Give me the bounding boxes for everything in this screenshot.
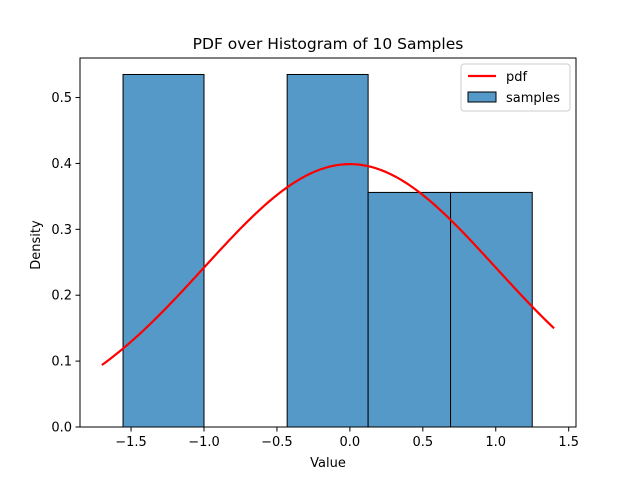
histogram-bar bbox=[450, 191, 533, 428]
legend-samples-swatch bbox=[467, 91, 497, 103]
x-tick-label: −0.5 bbox=[261, 435, 293, 450]
histogram-bar bbox=[286, 73, 369, 428]
y-tick-label: 0.3 bbox=[51, 223, 72, 238]
y-axis-ticks: 0.0 0.1 0.2 0.3 0.4 0.5 bbox=[51, 91, 80, 436]
histogram-bar bbox=[122, 73, 205, 428]
y-tick-label: 0.1 bbox=[51, 355, 72, 370]
x-tick-label: 1.5 bbox=[558, 435, 579, 450]
legend-samples-label: samples bbox=[506, 91, 560, 106]
x-tick-label: −1.0 bbox=[188, 435, 220, 450]
x-tick-label: −1.5 bbox=[115, 435, 147, 450]
x-axis-label: Value bbox=[310, 456, 346, 471]
y-axis-label: Density bbox=[29, 220, 44, 270]
x-tick-label: 0.5 bbox=[412, 435, 433, 450]
y-tick-label: 0.5 bbox=[51, 91, 72, 106]
y-tick-label: 0.0 bbox=[51, 421, 72, 436]
x-tick-label: 0.0 bbox=[340, 435, 361, 450]
y-tick-label: 0.4 bbox=[51, 157, 72, 172]
plot-area: −1.5 −1.0 −0.5 0.0 0.5 1.0 1.5 0.0 0.1 0.2 0.3 0.4… bbox=[51, 57, 579, 450]
legend-pdf-label: pdf bbox=[506, 70, 528, 85]
x-tick-label: 1.0 bbox=[485, 435, 506, 450]
x-axis-ticks: −1.5 −1.0 −0.5 0.0 0.5 1.0 1.5 bbox=[115, 427, 579, 450]
axes-frame bbox=[79, 57, 577, 428]
legend: pdf samples bbox=[460, 63, 571, 112]
chart-title: PDF over Histogram of 10 Samples bbox=[193, 35, 464, 53]
histogram-bars bbox=[122, 73, 533, 428]
pdf-line bbox=[101, 163, 555, 366]
y-tick-label: 0.2 bbox=[51, 289, 72, 304]
histogram-bar bbox=[367, 191, 452, 428]
